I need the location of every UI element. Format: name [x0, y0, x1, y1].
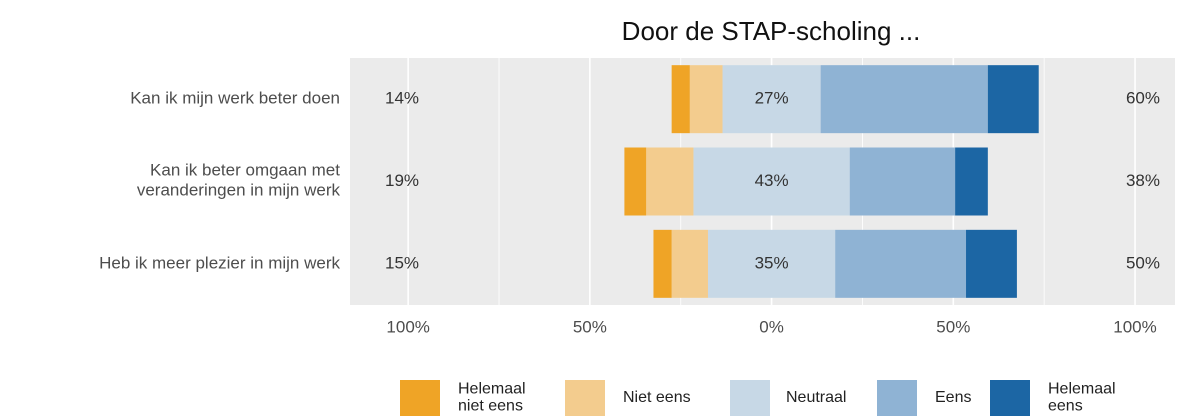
- x-tick-label: 100%: [1113, 317, 1156, 336]
- high-total-label: 60%: [1126, 89, 1160, 108]
- y-tick-label: Heb ik meer plezier in mijn werk: [99, 253, 340, 272]
- legend-swatch: [565, 380, 605, 416]
- legend-swatch: [877, 380, 917, 416]
- legend-swatch: [990, 380, 1030, 416]
- x-tick-label: 50%: [573, 317, 607, 336]
- bar-segment: [624, 147, 647, 216]
- legend-label: Niet eens: [623, 389, 691, 406]
- neutral-label: 35%: [755, 253, 789, 272]
- bar-segment: [955, 147, 988, 216]
- bar-segment: [671, 229, 708, 298]
- low-total-label: 14%: [385, 89, 419, 108]
- bar-segment: [820, 65, 988, 134]
- high-total-label: 50%: [1126, 253, 1160, 272]
- bar-segment: [849, 147, 956, 216]
- bar-segment: [966, 229, 1017, 298]
- bar-segment: [987, 65, 1039, 134]
- x-tick-label: 0%: [759, 317, 784, 336]
- bar-segment: [835, 229, 967, 298]
- neutral-label: 43%: [755, 171, 789, 190]
- low-total-label: 15%: [385, 253, 419, 272]
- bar-segment: [646, 147, 694, 216]
- legend-swatch: [730, 380, 770, 416]
- bar-segment: [689, 65, 723, 134]
- legend-label: Helemaal eens: [1048, 381, 1116, 415]
- chart-title: Door de STAP-scholing ...: [622, 16, 921, 46]
- low-total-label: 19%: [385, 171, 419, 190]
- bar-segment: [671, 65, 690, 134]
- legend-label: Helemaal niet eens: [458, 381, 526, 415]
- bar-segment: [722, 65, 821, 134]
- y-tick-label: Kan ik beter omgaan met veranderingen in …: [137, 161, 341, 200]
- x-tick-label: 100%: [386, 317, 429, 336]
- bar-segment: [653, 229, 672, 298]
- x-tick-label: 50%: [936, 317, 970, 336]
- bar-segment: [693, 147, 850, 216]
- bar-segment: [707, 229, 836, 298]
- legend-label: Eens: [935, 389, 971, 406]
- y-tick-label: Kan ik mijn werk beter doen: [130, 89, 340, 108]
- legend-label: Neutraal: [786, 389, 846, 406]
- high-total-label: 38%: [1126, 171, 1160, 190]
- legend-swatch: [400, 380, 440, 416]
- neutral-label: 27%: [755, 89, 789, 108]
